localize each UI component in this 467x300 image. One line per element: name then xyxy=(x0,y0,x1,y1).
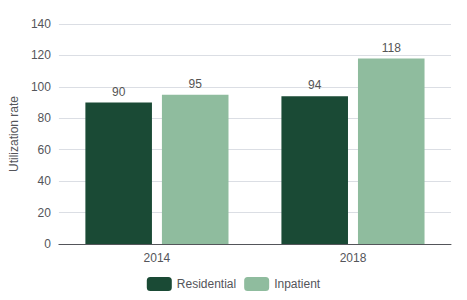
svg-text:118: 118 xyxy=(382,41,401,55)
svg-text:140: 140 xyxy=(31,17,51,31)
svg-text:60: 60 xyxy=(38,143,52,157)
svg-text:Utilization rate: Utilization rate xyxy=(7,96,21,172)
svg-text:0: 0 xyxy=(44,237,51,251)
svg-text:120: 120 xyxy=(31,48,51,62)
svg-text:95: 95 xyxy=(189,77,203,91)
svg-text:20: 20 xyxy=(38,206,52,220)
svg-text:80: 80 xyxy=(38,111,52,125)
svg-text:2018: 2018 xyxy=(340,251,367,265)
svg-text:Inpatient: Inpatient xyxy=(274,277,321,291)
svg-text:Residential: Residential xyxy=(177,277,236,291)
svg-text:90: 90 xyxy=(112,85,126,99)
svg-text:40: 40 xyxy=(38,174,52,188)
svg-text:2014: 2014 xyxy=(144,251,171,265)
svg-text:100: 100 xyxy=(31,80,51,94)
svg-text:94: 94 xyxy=(308,78,322,92)
